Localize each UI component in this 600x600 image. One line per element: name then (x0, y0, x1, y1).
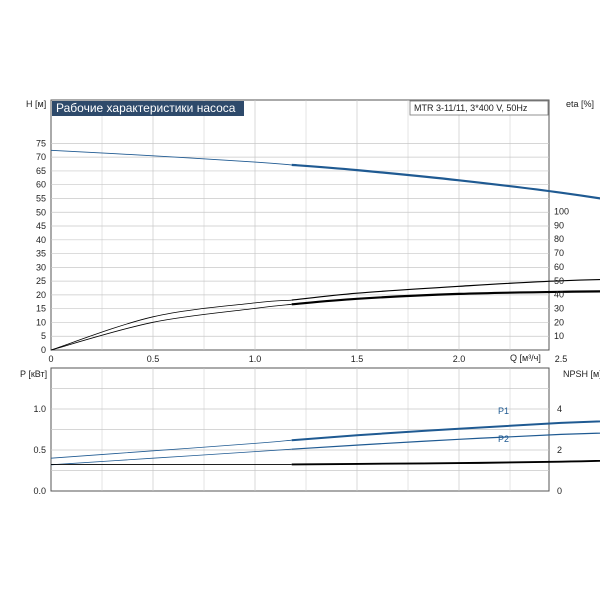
head-axis-label: H [м] (26, 99, 46, 109)
head-tick-label: 0 (41, 345, 46, 355)
head-tick-label: 35 (36, 249, 46, 259)
head-chart-tick-labels: 00.51.01.52.02.53.03.54.0051015202530354… (36, 138, 569, 364)
efficiency-curve-pump-thin (50, 299, 292, 351)
head-tick-label: 45 (36, 221, 46, 231)
eta-tick-label: 30 (554, 303, 564, 313)
model-badge (409, 100, 549, 116)
head-chart-grid (51, 100, 549, 350)
head-tick-label: 70 (36, 152, 46, 162)
power-p1-curve-thin (50, 439, 292, 459)
npsh-curve (291, 459, 600, 466)
power-p1-curve (291, 420, 600, 442)
head-tick-label: 55 (36, 193, 46, 203)
eta-tick-label: 40 (554, 290, 564, 300)
x-tick-label: 2.5 (555, 354, 568, 364)
head-tick-label: 75 (36, 138, 46, 148)
npsh-tick-label: 4 (557, 404, 562, 414)
power-chart-tick-labels: 0.0 0.5 1.0 0 2 4 (33, 404, 562, 496)
eta-tick-label: 60 (554, 262, 564, 272)
head-curve (291, 163, 600, 200)
eta-tick-label: 80 (554, 234, 564, 244)
x-tick-label: 1.0 (249, 354, 262, 364)
power-p2-curve (291, 432, 600, 450)
eta-tick-label: 20 (554, 317, 564, 327)
power-chart-curves (50, 420, 600, 466)
chart-title-badge (52, 101, 244, 116)
head-tick-label: 10 (36, 317, 46, 327)
efficiency-curve-total (291, 290, 600, 306)
npsh-axis-label: NPSH [м] (563, 369, 600, 379)
flow-axis-label: Q [м³/ч] (510, 353, 541, 363)
head-tick-label: 15 (36, 304, 46, 314)
x-tick-label: 0 (48, 354, 53, 364)
efficiency-curve-total-thin (50, 303, 292, 351)
head-tick-label: 40 (36, 235, 46, 245)
p1-curve-label: P1 (498, 406, 509, 416)
head-tick-label: 60 (36, 180, 46, 190)
head-chart-frame (50, 99, 550, 351)
power-axis-label: P [кВт] (20, 369, 47, 379)
npsh-tick-label: 2 (557, 445, 562, 455)
model-label: MTR 3-11/11, 3*400 V, 50Hz (414, 103, 528, 113)
head-tick-label: 50 (36, 207, 46, 217)
power-chart-grid (51, 368, 549, 491)
efficiency-curve-pump (291, 278, 600, 301)
eta-axis-label: eta [%] (566, 99, 594, 109)
p2-curve-label: P2 (498, 434, 509, 444)
head-chart-curves (50, 149, 600, 351)
eta-tick-label: 10 (554, 331, 564, 341)
power-tick-label: 0.5 (33, 445, 46, 455)
head-tick-label: 65 (36, 166, 46, 176)
x-tick-label: 1.5 (351, 354, 364, 364)
power-tick-label: 1.0 (33, 404, 46, 414)
head-tick-label: 5 (41, 331, 46, 341)
x-tick-label: 0.5 (147, 354, 160, 364)
head-curve-thin (50, 149, 292, 166)
eta-tick-label: 100 (554, 207, 569, 217)
head-tick-label: 25 (36, 276, 46, 286)
head-tick-label: 20 (36, 290, 46, 300)
eta-tick-label: 50 (554, 276, 564, 286)
chart-title: Рабочие характеристики насоса (56, 101, 236, 115)
npsh-tick-label: 0 (557, 486, 562, 496)
power-p2-curve-thin (50, 448, 292, 466)
power-tick-label: 0.0 (33, 486, 46, 496)
head-tick-label: 30 (36, 262, 46, 272)
eta-tick-label: 70 (554, 248, 564, 258)
eta-tick-label: 90 (554, 220, 564, 230)
x-tick-label: 2.0 (453, 354, 466, 364)
